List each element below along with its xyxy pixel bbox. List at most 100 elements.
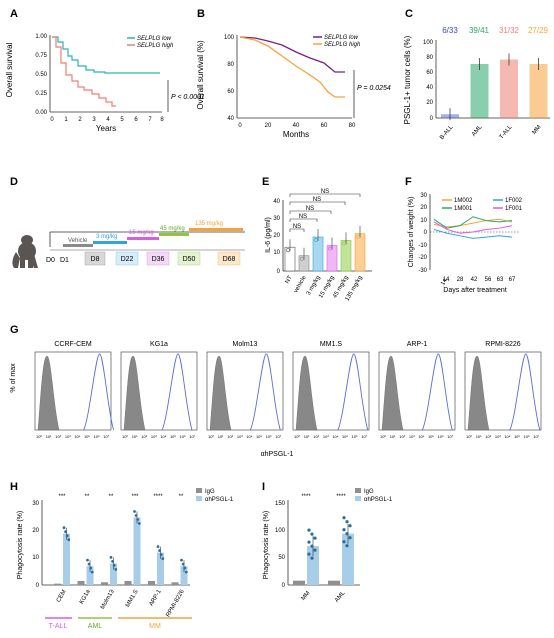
H-point-0-2	[65, 534, 69, 538]
F-legend-2: 1M001	[454, 206, 473, 212]
I-point-0-5	[313, 548, 317, 552]
H-sig-3: ***	[131, 494, 139, 500]
A-xtick-7: 7	[148, 117, 152, 123]
H-sig-1: **	[85, 494, 90, 500]
A-xtick-0: 0	[50, 117, 54, 123]
D-day-50: D50	[183, 256, 196, 263]
I-point-1-3	[342, 528, 346, 532]
G-xtick-2-5: 10⁵	[256, 434, 262, 439]
C-count-1: 39/41	[469, 26, 490, 35]
B-xlabel: Months	[283, 130, 309, 139]
G-antibody-2	[249, 353, 281, 431]
D-day-22: D22	[121, 256, 134, 263]
G-antibody-0	[83, 353, 115, 431]
G-isotype-2	[209, 355, 232, 431]
G-xtick-1-1: 10¹	[132, 434, 138, 439]
I-ytick-2: 50	[278, 555, 285, 561]
C-ytick-3: 40	[426, 85, 433, 91]
G-isotype-4	[381, 355, 404, 431]
panel-B: Overall survival (%) 100 80 60 40 0 20 4…	[196, 35, 391, 139]
G-xtick-2-6: 10⁶	[266, 434, 272, 439]
B-pvalue: P = 0.0254	[357, 85, 391, 92]
E-sig-3: NS	[313, 197, 321, 203]
G-xtick-5-6: 10⁶	[524, 434, 530, 439]
G-title-3: MM1.S	[320, 341, 343, 348]
I-point-1-1	[345, 520, 349, 524]
F-xtick-0b: 14	[443, 277, 450, 283]
A-ytick-3: 0.25	[35, 91, 47, 97]
G-isotype-5	[467, 355, 490, 431]
A-xtick-2: 2	[78, 117, 82, 123]
G-xtick-5-3: 10³	[495, 434, 501, 439]
H-sig-2: **	[109, 494, 114, 500]
panel-letter-H: H	[10, 481, 18, 493]
G-ylabel: % of max	[10, 363, 17, 393]
B-xtick-2: 40	[293, 123, 300, 129]
C-ylabel: PSGL-1+ tumor cells (%)	[403, 35, 412, 124]
G-xtick-2-7: 10⁷	[275, 434, 281, 439]
E-bar-2	[312, 236, 324, 272]
I-bar-igg-1	[328, 580, 340, 585]
G-isotype-1	[123, 355, 146, 431]
H-bar-ab-0	[63, 533, 70, 585]
G-xtick-1-3: 10³	[151, 434, 157, 439]
I-legend-0: IgG	[364, 489, 374, 495]
E-point-5	[356, 234, 360, 239]
G-title-5: RPMI-8226	[485, 341, 521, 348]
panel-letter-I: I	[262, 481, 265, 493]
G-isotype-3	[295, 355, 318, 431]
E-cat-0: NT	[285, 275, 294, 285]
C-bar-2	[500, 59, 518, 118]
H-bar-ab-5	[180, 566, 188, 585]
A-series-low	[52, 36, 160, 74]
H-point-1-3	[90, 570, 94, 574]
D-dose-3: 3 mg/kg	[96, 234, 117, 240]
H-point-4-2	[159, 553, 163, 556]
I-point-0-1	[310, 532, 314, 536]
G-frame-1	[120, 351, 198, 431]
G-xtick-4-5: 10⁵	[428, 434, 434, 439]
H-ylabel: Phagocytosis rate (%)	[17, 511, 24, 579]
G-xtick-3-0: 10⁰	[294, 434, 300, 439]
F-ytick-6: -30	[418, 268, 427, 274]
B-ytick-1: 80	[227, 62, 234, 68]
H-point-3-3	[137, 522, 141, 525]
F-legend-3: 1F001	[505, 206, 523, 212]
H-point-5-1	[181, 562, 185, 566]
G-xtick-4-1: 10¹	[390, 434, 396, 439]
I-bar-ab-0	[307, 546, 319, 585]
C-count-0: 6/33	[442, 26, 458, 35]
C-cat-2: T-ALL	[499, 124, 514, 141]
H-point-0-0	[62, 526, 66, 530]
H-point-5-0	[180, 558, 183, 562]
F-xtick-0: 14	[440, 277, 449, 286]
panel-letter-E: E	[262, 176, 269, 188]
I-ylabel: Phagocytosis rate (%)	[263, 511, 270, 579]
H-sig-4: ****	[153, 494, 163, 500]
G-xlabel: αhPSGL-1	[261, 451, 294, 458]
G-xtick-1-2: 10²	[141, 434, 147, 439]
G-frame-2	[206, 351, 284, 431]
A-ylabel: Overall survival	[5, 42, 14, 97]
G-xtick-3-1: 10¹	[304, 434, 310, 439]
G-isotype-0	[37, 355, 60, 431]
H-point-4-3	[161, 557, 165, 560]
H-point-1-1	[87, 562, 91, 566]
H-bar-ab-4	[157, 552, 164, 585]
I-sig-0: ****	[301, 494, 311, 500]
C-cat-1: AML	[471, 124, 484, 138]
H-cat-2: Molm13	[100, 588, 116, 610]
H-point-2-1	[111, 560, 114, 563]
H-cat-0: CEM	[56, 589, 68, 604]
H-cat-5: RPMI-8226	[165, 588, 186, 618]
I-point-0-7	[310, 556, 314, 560]
A-series-high	[52, 36, 116, 107]
G-xtick-3-3: 10³	[323, 434, 329, 439]
H-bar-igg-3	[124, 580, 132, 585]
G-xtick-2-4: 10⁴	[246, 434, 252, 439]
B-xtick-1: 20	[265, 123, 272, 129]
B-xtick-4: 80	[349, 123, 356, 129]
F-legend-0: 1M002	[454, 198, 473, 204]
I-bar-igg-0	[293, 580, 305, 585]
